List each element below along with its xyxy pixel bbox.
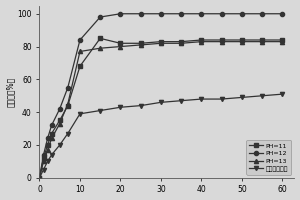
PH=11 [139, 42, 142, 44]
PH=12 [50, 124, 53, 127]
PH=13 [98, 47, 102, 49]
PH=11 [280, 39, 284, 41]
PH=13 [78, 50, 82, 53]
PH=13 [159, 42, 163, 44]
PH=13 [240, 40, 244, 43]
PH=11 [200, 39, 203, 41]
PH=11 [58, 119, 61, 122]
PH=12 [240, 13, 244, 15]
PH=12 [66, 86, 70, 89]
PH=12 [58, 108, 61, 110]
PH=12 [260, 13, 264, 15]
PH=11 [78, 65, 82, 67]
未改性火山岩 [50, 154, 53, 156]
PH=13 [260, 40, 264, 43]
PH=13 [58, 122, 61, 125]
Y-axis label: 降解率（%）: 降解率（%） [6, 77, 15, 107]
PH=12 [179, 13, 183, 15]
未改性火山岩 [220, 98, 224, 100]
PH=12 [280, 13, 284, 15]
PH=12 [200, 13, 203, 15]
PH=13 [139, 44, 142, 46]
PH=13 [38, 177, 41, 179]
PH=13 [220, 40, 224, 43]
未改性火山岩 [260, 95, 264, 97]
PH=12 [78, 39, 82, 41]
PH=11 [98, 37, 102, 40]
PH=11 [50, 132, 53, 135]
未改性火山岩 [46, 160, 50, 163]
PH=13 [46, 149, 50, 151]
PH=11 [260, 39, 264, 41]
PH=13 [118, 45, 122, 48]
PH=12 [220, 13, 224, 15]
Line: PH=12: PH=12 [38, 12, 284, 180]
PH=11 [66, 104, 70, 107]
PH=12 [98, 16, 102, 18]
未改性火山岩 [38, 177, 41, 179]
未改性火山岩 [200, 98, 203, 100]
未改性火山岩 [139, 104, 142, 107]
PH=11 [38, 177, 41, 179]
PH=11 [240, 39, 244, 41]
PH=13 [200, 40, 203, 43]
Line: PH=11: PH=11 [38, 36, 284, 180]
Line: PH=13: PH=13 [38, 40, 284, 180]
PH=13 [42, 160, 45, 163]
未改性火山岩 [280, 93, 284, 95]
未改性火山岩 [240, 96, 244, 99]
PH=13 [179, 42, 183, 44]
PH=13 [50, 137, 53, 140]
未改性火山岩 [42, 168, 45, 171]
PH=11 [46, 144, 50, 146]
未改性火山岩 [58, 144, 61, 146]
未改性火山岩 [98, 109, 102, 112]
PH=12 [46, 137, 50, 140]
PH=12 [159, 13, 163, 15]
PH=12 [42, 154, 45, 156]
PH=11 [159, 40, 163, 43]
PH=13 [280, 40, 284, 43]
未改性火山岩 [78, 113, 82, 115]
Line: 未改性火山岩: 未改性火山岩 [38, 92, 284, 180]
PH=12 [118, 13, 122, 15]
未改性火山岩 [179, 100, 183, 102]
PH=11 [118, 42, 122, 44]
PH=11 [179, 40, 183, 43]
未改性火山岩 [66, 132, 70, 135]
PH=13 [66, 103, 70, 105]
未改性火山岩 [159, 101, 163, 104]
PH=12 [139, 13, 142, 15]
PH=11 [220, 39, 224, 41]
未改性火山岩 [118, 106, 122, 108]
PH=11 [42, 157, 45, 159]
Legend: PH=11, PH=12, PH=13, 未改性火山岩: PH=11, PH=12, PH=13, 未改性火山岩 [246, 140, 291, 175]
PH=12 [38, 177, 41, 179]
